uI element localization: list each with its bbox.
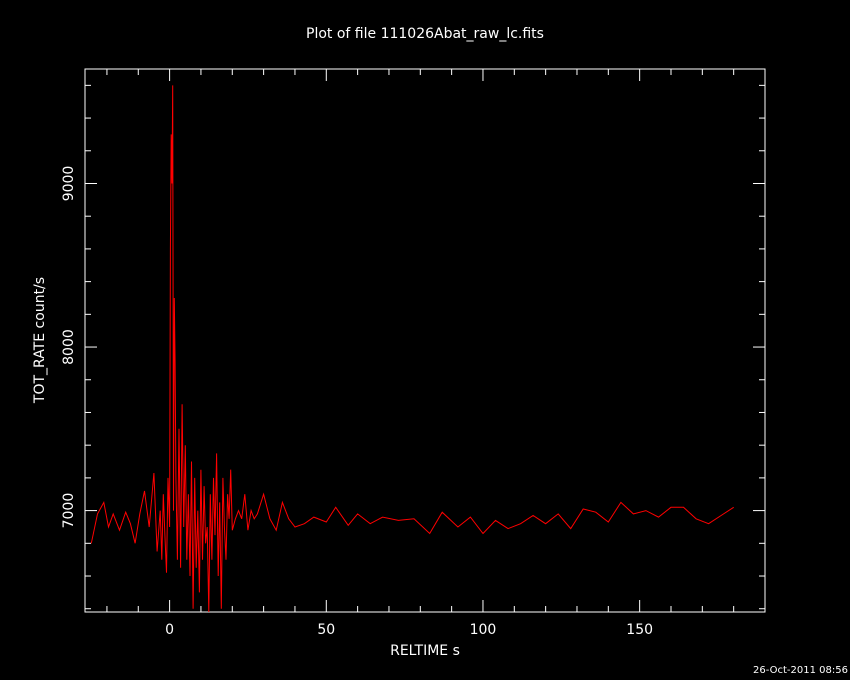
x-tick-label: 150 <box>626 622 653 638</box>
axis-ticks <box>85 69 766 612</box>
x-tick-label: 50 <box>317 622 335 638</box>
x-axis-label: RELTIME s <box>390 643 460 659</box>
y-tick-label: 9000 <box>61 166 77 202</box>
plot-frame <box>84 68 766 613</box>
chart-title: Plot of file 111026Abat_raw_lc.fits <box>306 26 544 42</box>
y-axis-label: TOT_RATE count/s <box>32 277 48 404</box>
x-tick-label: 100 <box>470 622 497 638</box>
series-line <box>90 85 734 613</box>
x-tick-label: 0 <box>165 622 174 638</box>
timestamp: 26-Oct-2011 08:56 <box>753 665 848 676</box>
y-tick-label: 7000 <box>61 493 77 529</box>
y-tick-label: 8000 <box>61 329 77 365</box>
axis-tick-labels: 0 50 100 150 7000 8000 9000 <box>61 166 653 638</box>
